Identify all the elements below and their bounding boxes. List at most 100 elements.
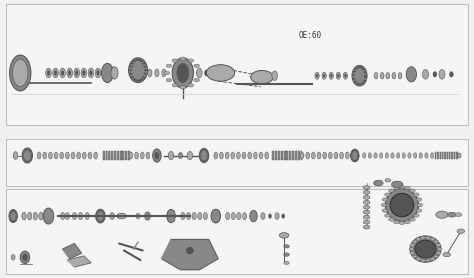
Circle shape — [357, 156, 359, 157]
Circle shape — [144, 70, 147, 71]
Ellipse shape — [110, 213, 115, 220]
Circle shape — [405, 220, 410, 224]
Circle shape — [101, 220, 103, 221]
Ellipse shape — [351, 149, 359, 162]
Circle shape — [381, 203, 387, 207]
Circle shape — [24, 160, 26, 162]
Ellipse shape — [317, 152, 321, 159]
Circle shape — [409, 248, 414, 250]
Ellipse shape — [211, 209, 220, 223]
Circle shape — [97, 219, 99, 220]
Bar — [6, 139, 468, 186]
Circle shape — [188, 59, 194, 62]
Ellipse shape — [43, 208, 54, 224]
Circle shape — [205, 160, 207, 161]
Bar — [286, 152, 288, 160]
Bar — [278, 152, 280, 160]
Ellipse shape — [300, 152, 304, 159]
Circle shape — [399, 185, 405, 189]
Ellipse shape — [146, 152, 150, 159]
Bar — [456, 152, 457, 159]
Ellipse shape — [33, 212, 37, 220]
Circle shape — [207, 153, 209, 154]
Circle shape — [363, 225, 370, 229]
Circle shape — [414, 214, 419, 217]
Circle shape — [203, 149, 205, 150]
Circle shape — [133, 60, 136, 62]
Ellipse shape — [85, 212, 89, 220]
Circle shape — [96, 217, 98, 219]
Circle shape — [194, 78, 200, 82]
Circle shape — [194, 64, 200, 68]
Ellipse shape — [265, 152, 269, 159]
Ellipse shape — [398, 73, 402, 79]
Circle shape — [180, 57, 186, 60]
Circle shape — [364, 71, 366, 73]
Ellipse shape — [148, 69, 152, 77]
Circle shape — [22, 157, 24, 158]
Circle shape — [12, 221, 14, 222]
Ellipse shape — [214, 152, 218, 159]
Circle shape — [98, 221, 100, 222]
Ellipse shape — [323, 152, 327, 159]
Circle shape — [363, 185, 370, 189]
Ellipse shape — [449, 71, 453, 77]
Ellipse shape — [254, 152, 257, 159]
Ellipse shape — [61, 212, 65, 220]
Circle shape — [144, 73, 146, 75]
Ellipse shape — [82, 70, 85, 75]
Circle shape — [426, 259, 430, 262]
Bar — [117, 152, 118, 160]
Circle shape — [430, 258, 435, 260]
Circle shape — [100, 210, 102, 211]
Circle shape — [135, 59, 138, 61]
Ellipse shape — [22, 212, 26, 220]
Circle shape — [353, 71, 356, 72]
Circle shape — [15, 219, 17, 220]
Ellipse shape — [155, 152, 159, 159]
Circle shape — [131, 76, 134, 78]
Circle shape — [421, 236, 425, 239]
Ellipse shape — [419, 153, 422, 158]
Bar — [119, 152, 121, 160]
Ellipse shape — [204, 70, 208, 76]
Ellipse shape — [39, 212, 43, 220]
Ellipse shape — [242, 212, 246, 220]
Circle shape — [352, 78, 355, 80]
Circle shape — [27, 161, 29, 162]
Circle shape — [11, 220, 13, 222]
Circle shape — [416, 198, 422, 201]
Circle shape — [96, 213, 98, 214]
Circle shape — [206, 65, 235, 81]
Ellipse shape — [9, 209, 18, 223]
Ellipse shape — [225, 152, 229, 159]
Circle shape — [103, 217, 105, 218]
Ellipse shape — [226, 212, 230, 220]
Circle shape — [200, 157, 201, 158]
Ellipse shape — [231, 152, 235, 159]
Circle shape — [100, 221, 101, 222]
Polygon shape — [63, 244, 82, 259]
Ellipse shape — [37, 152, 41, 159]
Ellipse shape — [259, 152, 263, 159]
Ellipse shape — [20, 251, 30, 264]
Ellipse shape — [415, 240, 436, 258]
Circle shape — [200, 152, 201, 153]
Ellipse shape — [198, 212, 202, 220]
Ellipse shape — [390, 193, 414, 217]
Ellipse shape — [323, 74, 325, 77]
Ellipse shape — [69, 70, 71, 75]
Bar — [6, 4, 468, 125]
Ellipse shape — [385, 188, 419, 222]
Circle shape — [363, 80, 366, 81]
Ellipse shape — [90, 70, 92, 75]
Circle shape — [382, 209, 388, 212]
Circle shape — [417, 203, 423, 207]
Ellipse shape — [47, 70, 50, 75]
Ellipse shape — [74, 68, 80, 78]
Circle shape — [363, 200, 370, 204]
Bar — [295, 152, 297, 160]
Circle shape — [355, 160, 356, 161]
Ellipse shape — [330, 74, 332, 77]
Circle shape — [133, 78, 136, 80]
